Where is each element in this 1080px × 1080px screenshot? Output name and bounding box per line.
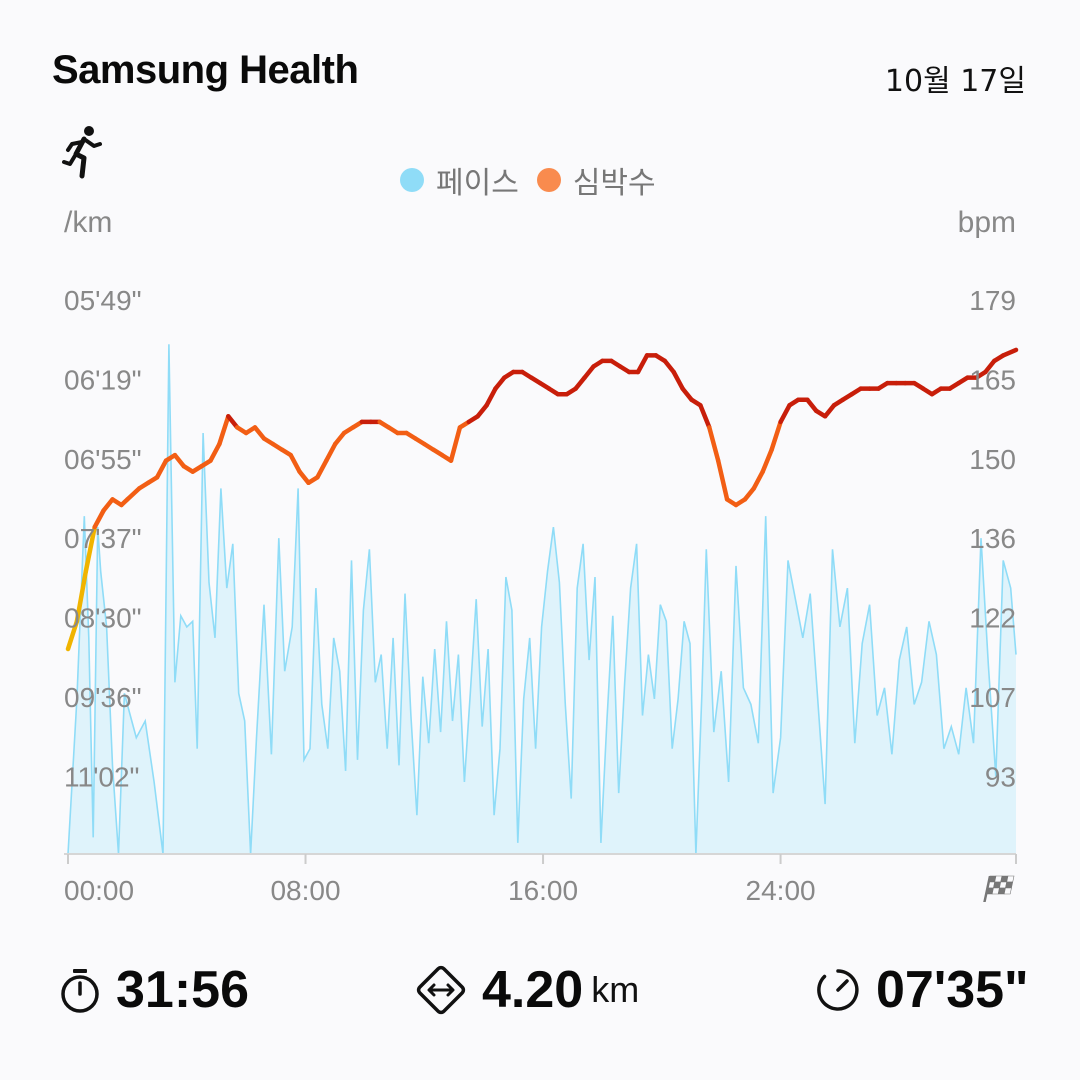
- heart-rate-segment: [671, 369, 685, 391]
- pace-tick-label: 09'36": [64, 682, 142, 713]
- heart-rate-segment: [208, 441, 222, 463]
- heart-rate-segment: [297, 469, 311, 486]
- bpm-tick-label: 165: [969, 364, 1016, 395]
- pace-tick-label: 07'37": [64, 523, 142, 554]
- bpm-tick-label: 107: [969, 682, 1016, 713]
- heart-rate-segment: [983, 358, 997, 375]
- heart-rate-segment: [582, 364, 596, 380]
- left-axis-unit: /km: [64, 206, 113, 239]
- running-icon: [62, 126, 102, 179]
- duration-stat: 31:56: [58, 960, 249, 1020]
- heart-rate-segment: [92, 508, 106, 530]
- heart-rate-segment: [778, 403, 792, 425]
- heart-rate-segment: [707, 425, 721, 463]
- heart-rate-segment: [822, 403, 837, 419]
- heart-rate-segment: [65, 619, 80, 652]
- heart-rate-segment: [324, 441, 338, 463]
- x-tick-label: 00:00: [64, 875, 134, 906]
- heart-rate-segment: [742, 486, 757, 502]
- legend-item-heart-rate[interactable]: 심박수: [536, 158, 656, 202]
- bpm-tick-label: 93: [985, 761, 1016, 792]
- distance-icon: [416, 965, 466, 1015]
- workout-chart[interactable]: 05'49" 179 06'19" 165 06'55" 150 07'37" 136 08'3…: [0, 0, 1080, 940]
- heart-rate-segment: [484, 386, 498, 408]
- distance-unit: km: [591, 969, 640, 1010]
- heart-rate-segment: [751, 469, 765, 491]
- heart-rate-segment: [805, 397, 819, 414]
- bpm-tick-label: 122: [969, 603, 1016, 634]
- bpm-tick-label: 136: [969, 523, 1016, 554]
- finish-flag-icon: [983, 875, 1015, 902]
- heart-rate-segment: [226, 414, 240, 430]
- legend-dot-heart-rate: [536, 168, 561, 192]
- heart-rate-segment: [769, 419, 783, 452]
- pace-area: [68, 344, 1016, 854]
- pace-tick-label: 06'19": [64, 364, 142, 395]
- distance-value: 4.20: [482, 961, 584, 1019]
- chart-legend: 페이스 심박수: [400, 158, 656, 202]
- pace-tick-label: 05'49": [64, 285, 142, 316]
- bpm-tick-label: 179: [969, 285, 1016, 316]
- heart-rate-segment: [101, 497, 115, 513]
- legend-label-pace: 페이스: [436, 166, 519, 201]
- x-tick-label: 24:00: [746, 875, 816, 906]
- heart-rate-segment: [172, 452, 187, 469]
- pace-tick-label: 08'30": [64, 603, 142, 634]
- heart-rate-segment: [154, 458, 169, 480]
- heart-rate-segment: [573, 375, 587, 391]
- heart-rate-segment: [475, 403, 489, 419]
- app-title: Samsung Health: [52, 48, 359, 92]
- heart-rate-segment: [760, 447, 774, 474]
- pace-tick-label: 11'02": [64, 761, 140, 792]
- heart-rate-segment: [662, 358, 676, 375]
- workout-date: 10월 17일: [884, 64, 1026, 99]
- bpm-tick-label: 150: [969, 444, 1016, 475]
- legend-item-pace[interactable]: 페이스: [400, 158, 519, 202]
- legend-label-heart-rate: 심박수: [572, 166, 656, 201]
- heart-rate-segment: [680, 386, 694, 402]
- stopwatch-icon: [61, 969, 99, 1013]
- heart-rate-segment: [74, 569, 89, 624]
- heart-rate-segment: [252, 425, 267, 441]
- heart-rate-segment: [635, 353, 650, 375]
- avg-pace-value: 07'35": [876, 961, 1029, 1019]
- duration-value: 31:56: [116, 961, 249, 1019]
- heart-rate-segment: [715, 458, 730, 502]
- heart-rate-segment: [315, 458, 329, 480]
- heart-rate-segment: [493, 375, 507, 391]
- heart-rate-segment: [1000, 347, 1019, 358]
- heart-rate-segment: [448, 425, 463, 463]
- distance-stat: 4.20 km: [414, 960, 639, 1020]
- heart-rate-segment: [125, 486, 142, 502]
- x-tick-label: 16:00: [508, 875, 578, 906]
- pace-gauge-icon: [817, 969, 859, 1011]
- pace-line: [67, 344, 1017, 855]
- legend-dot-pace: [400, 168, 424, 192]
- x-tick-label: 08:00: [270, 875, 340, 906]
- heart-rate-segment: [332, 430, 347, 447]
- avg-pace-stat: 07'35": [814, 960, 1029, 1020]
- heart-rate-segment: [698, 403, 712, 430]
- heart-rate-segment: [83, 524, 97, 574]
- heart-rate-segment: [217, 414, 231, 447]
- right-axis-unit: bpm: [957, 206, 1016, 239]
- pace-tick-label: 06'55": [64, 444, 142, 475]
- heart-rate-segment: [288, 452, 302, 474]
